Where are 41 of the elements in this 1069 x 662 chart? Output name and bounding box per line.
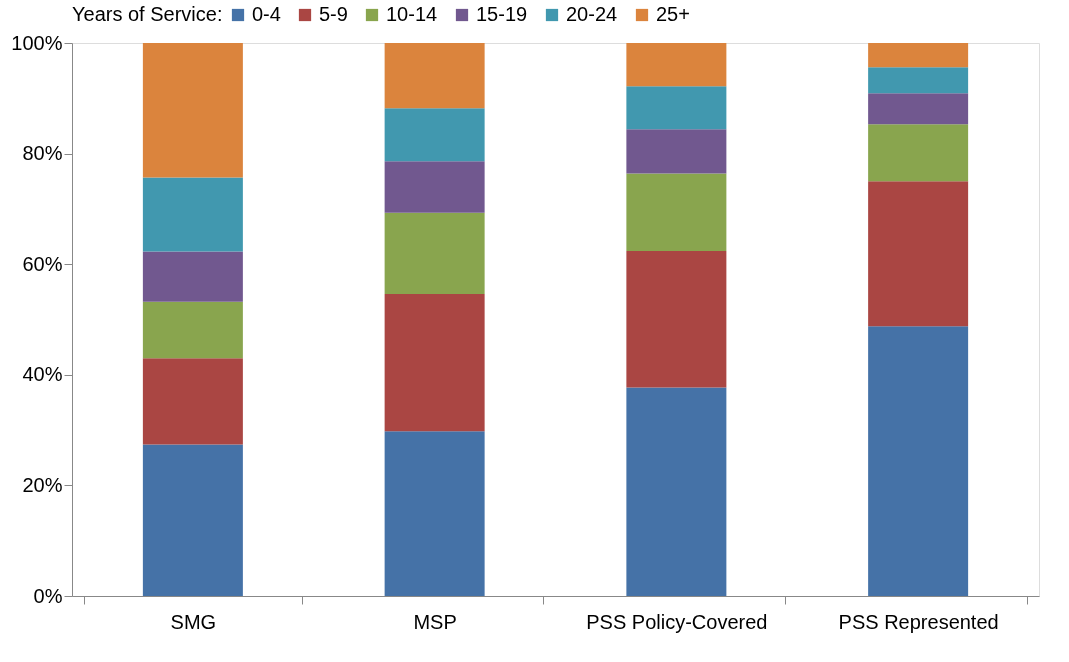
bar xyxy=(142,444,243,596)
y-tick-label: 40% xyxy=(22,363,63,386)
bar xyxy=(626,43,727,87)
legend-label: 5-9 xyxy=(319,3,348,25)
bar xyxy=(384,431,485,596)
bar xyxy=(142,251,243,302)
bar xyxy=(626,129,727,174)
bar xyxy=(868,124,969,182)
legend-title: Years of Service: xyxy=(72,3,223,25)
bar xyxy=(384,43,485,109)
x-tick-label: PSS Policy-Covered xyxy=(586,610,768,633)
bar xyxy=(142,358,243,445)
bar xyxy=(626,173,727,251)
legend-label: 20-24 xyxy=(566,3,618,25)
x-tick-label: MSP xyxy=(413,610,457,633)
bar xyxy=(142,177,243,252)
bar xyxy=(626,250,727,388)
bar xyxy=(868,43,969,68)
legend-label: 0-4 xyxy=(252,3,281,25)
bar xyxy=(868,67,969,94)
bar xyxy=(142,301,243,359)
bar xyxy=(384,161,485,213)
y-tick-label: 0% xyxy=(33,584,63,607)
bar xyxy=(868,326,969,596)
bar xyxy=(626,387,727,596)
x-tick-label: PSS Represented xyxy=(838,610,999,633)
bar xyxy=(384,212,485,295)
y-tick-label: 20% xyxy=(22,473,63,496)
legend-label: 10-14 xyxy=(386,3,438,25)
y-tick-label: 80% xyxy=(22,142,63,165)
bar xyxy=(384,294,485,432)
bar xyxy=(626,86,727,130)
y-tick-label: 100% xyxy=(11,31,63,54)
x-tick-label: SMG xyxy=(170,610,217,633)
bar xyxy=(868,181,969,327)
legend-label: 15-19 xyxy=(476,3,528,25)
y-tick-label: 60% xyxy=(22,252,63,275)
bar xyxy=(142,43,243,178)
legend-label: 25+ xyxy=(656,3,690,25)
bar xyxy=(384,108,485,162)
bar xyxy=(868,93,969,125)
